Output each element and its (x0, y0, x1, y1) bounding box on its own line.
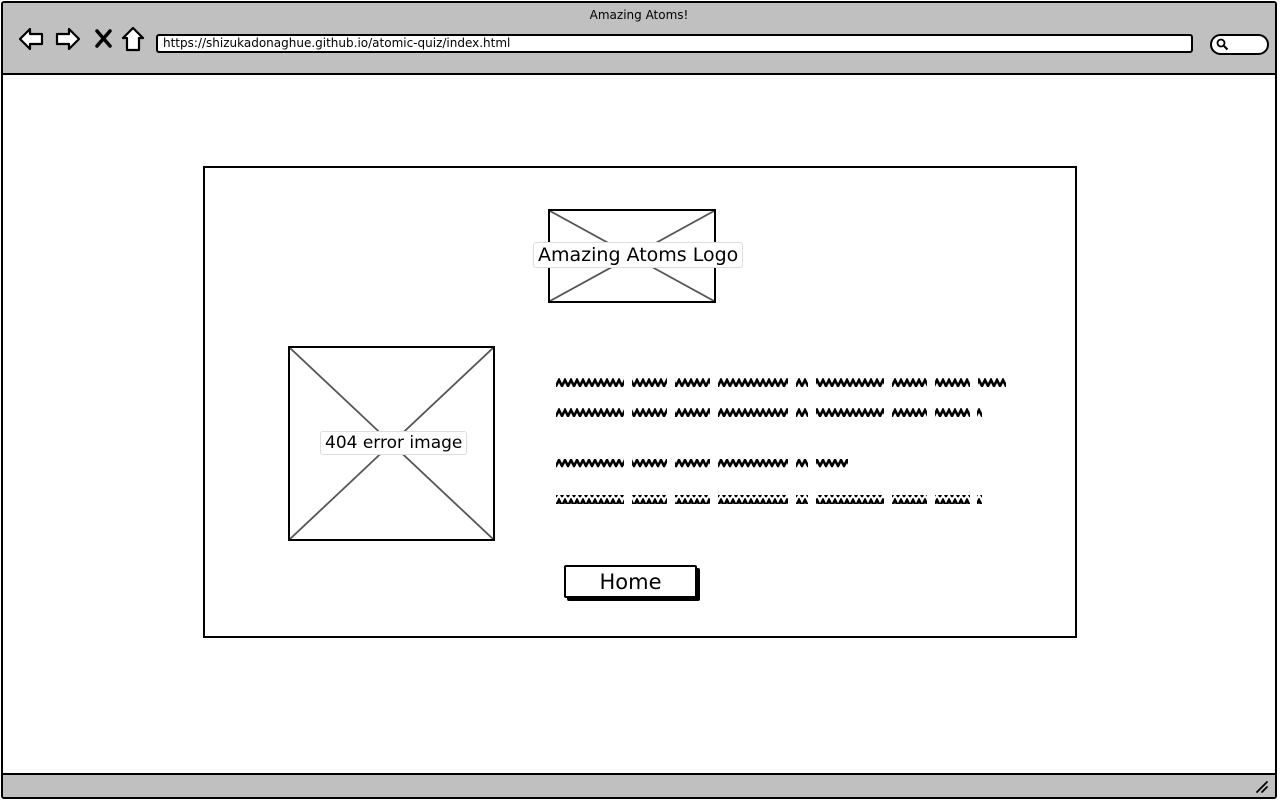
home-icon[interactable] (119, 25, 147, 53)
logo-image-placeholder: Amazing Atoms Logo (533, 209, 744, 303)
search-icon (1216, 38, 1229, 51)
resize-grip-icon[interactable] (1255, 780, 1269, 794)
browser-title-bar: Amazing Atoms! https://shizukadonaghue.g… (3, 3, 1275, 75)
stop-icon[interactable] (90, 25, 118, 53)
forward-arrow-icon[interactable] (54, 25, 82, 53)
scribbled-text-block (556, 378, 1006, 504)
error-page-panel: Amazing Atoms Logo 404 error image (203, 166, 1077, 638)
error-image-placeholder: 404 error image (288, 346, 495, 541)
address-bar[interactable]: https://shizukadonaghue.github.io/atomic… (156, 34, 1193, 53)
browser-status-bar (3, 773, 1275, 797)
window-title: Amazing Atoms! (589, 8, 689, 22)
home-button[interactable]: Home (564, 565, 697, 598)
back-arrow-icon[interactable] (17, 25, 45, 53)
logo-label: Amazing Atoms Logo (533, 242, 744, 268)
error-image-label: 404 error image (320, 431, 468, 455)
search-field[interactable] (1210, 34, 1269, 55)
